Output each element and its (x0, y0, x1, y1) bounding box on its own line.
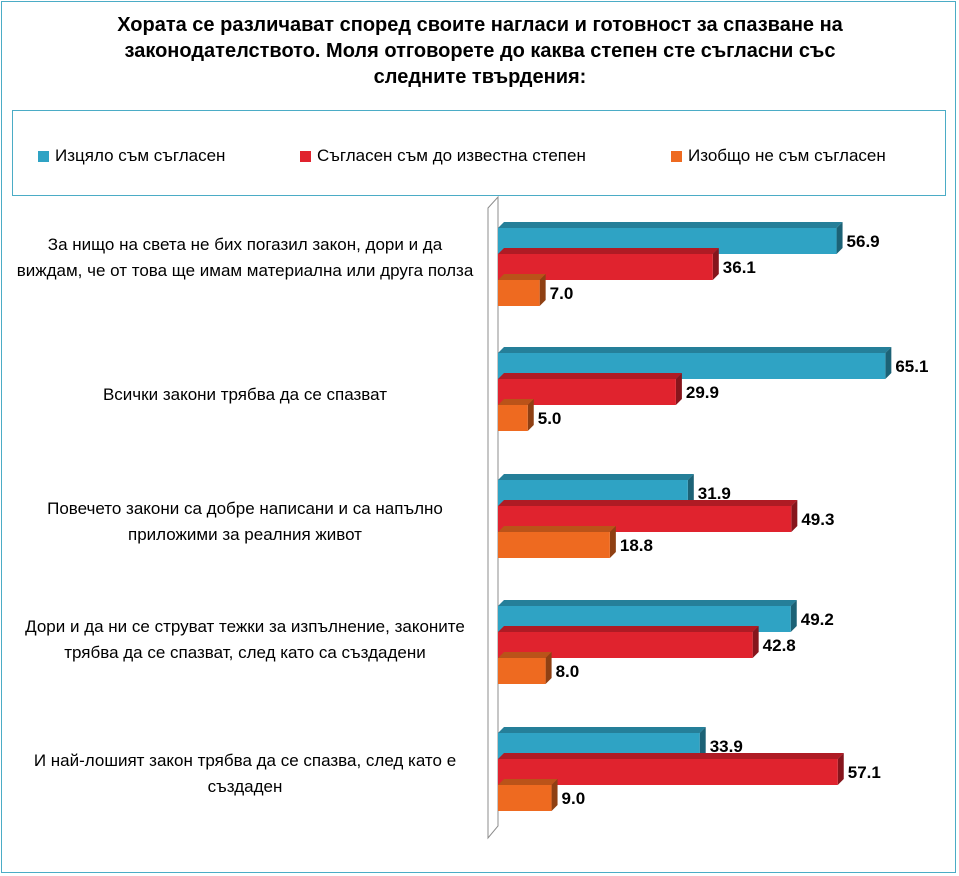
bar-fully-agree-2-top (498, 347, 892, 353)
bar-fully-agree-2-side (885, 347, 892, 379)
value-label-fully-agree-1: 56.9 (847, 232, 880, 251)
legend-swatch-partly-agree (300, 150, 311, 162)
legend-label-partly-agree: Съгласен съм до известна степен (317, 146, 586, 165)
category-label-1: За нищо на света не бих погазил закон, д… (16, 235, 474, 280)
bar-disagree-1-side (539, 274, 546, 306)
bar-partly-agree-5-top (498, 753, 844, 759)
bar-fully-agree-3-top (498, 474, 694, 480)
bar-disagree-2 (498, 405, 528, 431)
bar-disagree-3-top (498, 526, 616, 532)
value-label-fully-agree-4: 49.2 (801, 610, 834, 629)
bar-partly-agree-5-side (837, 753, 844, 785)
bar-partly-agree-3-top (498, 500, 798, 506)
bar-fully-agree-3-side (687, 474, 694, 506)
bar-partly-agree-2-side (675, 373, 682, 405)
category-label-2: Всички закони трябва да се спазват (102, 385, 388, 404)
bar-partly-agree-3-side (791, 500, 798, 532)
category-label-5: И най-лошият закон трябва да се спазва, … (33, 751, 457, 796)
bar-disagree-3 (498, 532, 610, 558)
bar-disagree-4-top (498, 652, 552, 658)
bar-disagree-5 (498, 785, 552, 811)
value-label-fully-agree-5: 33.9 (710, 737, 743, 756)
value-label-partly-agree-1: 36.1 (723, 258, 756, 277)
value-label-disagree-5: 9.0 (562, 789, 586, 808)
bar-partly-agree-2-top (498, 373, 682, 379)
bar-disagree-2-top (498, 399, 534, 405)
category-axis-wall (487, 195, 499, 840)
value-label-fully-agree-2: 65.1 (895, 357, 928, 376)
bar-fully-agree-4-top (498, 600, 797, 606)
bar-disagree-5-top (498, 779, 558, 785)
value-label-partly-agree-5: 57.1 (848, 763, 881, 782)
legend-item-partly-agree: Съгласен съм до известна степен (300, 146, 586, 166)
value-label-disagree-4: 8.0 (556, 662, 580, 681)
chart-title: Хората се различават според своите нагла… (117, 14, 843, 88)
bar-disagree-2-side (527, 399, 534, 431)
legend-label-fully-agree: Изцяло съм съгласен (55, 146, 226, 165)
legend: Изцяло съм съгласен Съгласен съм до изве… (12, 110, 946, 196)
bar-fully-agree-1-side (836, 222, 843, 254)
bar-fully-agree-5-top (498, 727, 706, 733)
category-label-4: Дори и да ни се струват тежки за изпълне… (25, 617, 465, 662)
value-label-partly-agree-4: 42.8 (763, 636, 796, 655)
bar-disagree-1 (498, 280, 540, 306)
bar-fully-agree-1-top (498, 222, 843, 228)
value-label-disagree-2: 5.0 (538, 409, 562, 428)
bar-partly-agree-1-top (498, 248, 719, 254)
bar-disagree-5-side (551, 779, 558, 811)
legend-swatch-fully-agree (38, 150, 49, 162)
bar-disagree-1-top (498, 274, 546, 280)
legend-swatch-disagree (671, 150, 682, 162)
value-label-partly-agree-2: 29.9 (686, 383, 719, 402)
value-label-disagree-3: 18.8 (620, 536, 653, 555)
bar-disagree-4-side (545, 652, 552, 684)
bar-fully-agree-4-side (790, 600, 797, 632)
legend-label-disagree: Изобщо не съм съгласен (688, 146, 886, 165)
value-label-fully-agree-3: 31.9 (698, 484, 731, 503)
bar-disagree-3-side (609, 526, 616, 558)
value-label-partly-agree-3: 49.3 (801, 510, 834, 529)
legend-item-fully-agree: Изцяло съм съгласен (38, 146, 225, 166)
value-label-disagree-1: 7.0 (550, 284, 574, 303)
bar-disagree-4 (498, 658, 546, 684)
bar-fully-agree-5-side (699, 727, 706, 759)
category-label-3: Повечето закони са добре написани и са н… (47, 499, 443, 544)
legend-item-disagree: Изобщо не съм съгласен (671, 146, 886, 166)
bar-partly-agree-4-top (498, 626, 759, 632)
bar-partly-agree-4-side (752, 626, 759, 658)
bar-partly-agree-1-side (712, 248, 719, 280)
